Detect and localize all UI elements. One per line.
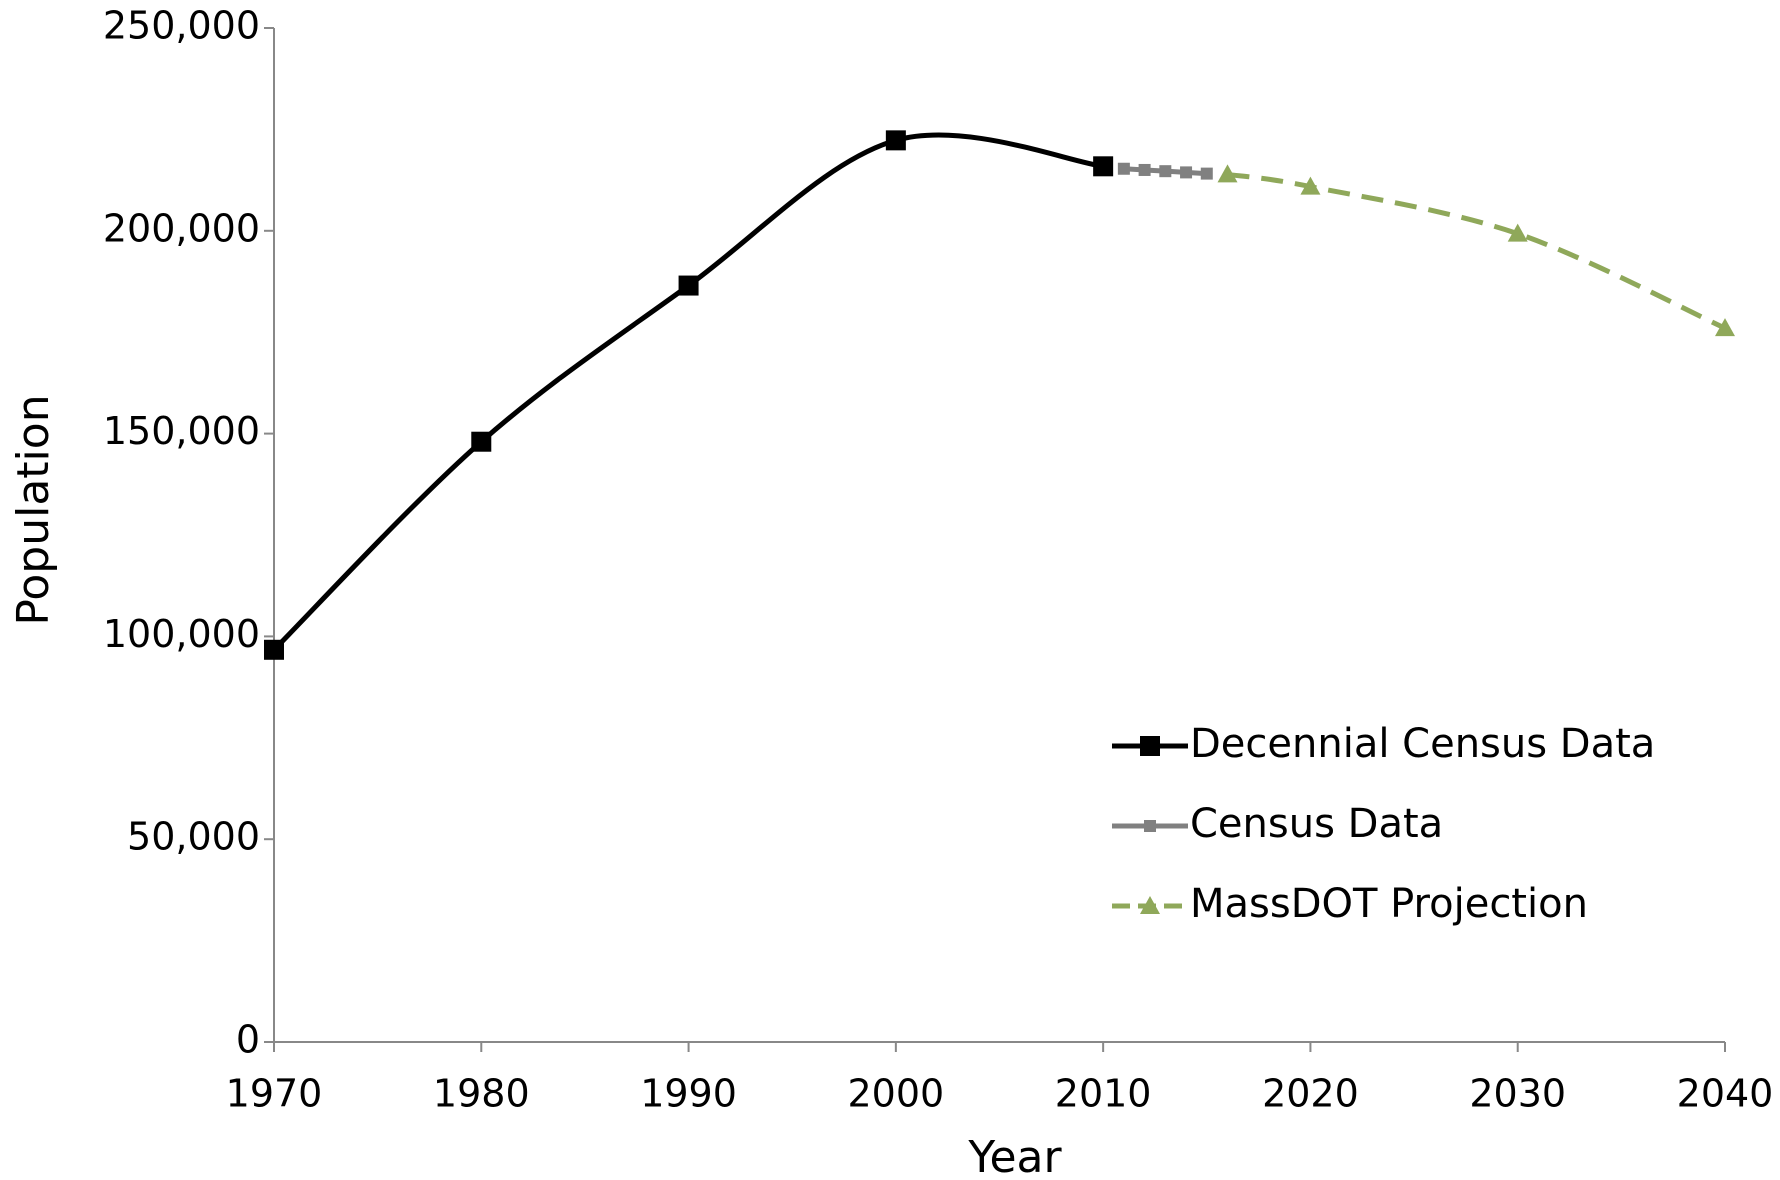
y-tick-label: 0 [236,1018,260,1062]
marker [1144,820,1156,832]
x-tick-label: 2020 [1262,1072,1359,1116]
x-axis-title: Year [967,1132,1062,1180]
marker [1180,166,1193,179]
y-tick-label: 200,000 [103,206,260,250]
series-line [272,132,1104,652]
marker [1159,165,1172,178]
marker [1140,736,1160,756]
marker [1715,318,1735,337]
series-line [1227,171,1727,331]
x-tick-label: 1970 [226,1072,323,1116]
marker [885,130,906,151]
marker [1200,167,1213,180]
legend-label: MassDOT Projection [1190,881,1588,927]
x-tick-label: 1980 [433,1072,530,1116]
y-tick-label: 50,000 [127,815,260,859]
legend-label: Decennial Census Data [1190,721,1655,767]
y-tick-label: 250,000 [103,4,260,48]
marker [1217,164,1238,183]
marker [1300,176,1321,195]
marker [1138,163,1151,176]
legend-label: Census Data [1190,801,1443,847]
x-tick-label: 2030 [1469,1072,1566,1116]
y-tick-label: 100,000 [103,612,260,656]
x-tick-label: 2040 [1677,1072,1774,1116]
x-tick-label: 2000 [847,1072,944,1116]
marker [1140,896,1160,914]
x-tick-label: 1990 [640,1072,737,1116]
marker [678,275,699,296]
y-axis-title: Population [8,394,59,625]
marker [1117,162,1130,175]
x-tick-label: 2010 [1055,1072,1152,1116]
marker [1507,223,1528,242]
marker [264,639,284,660]
marker [471,431,492,452]
marker [1093,156,1114,177]
y-tick-label: 150,000 [103,409,260,453]
